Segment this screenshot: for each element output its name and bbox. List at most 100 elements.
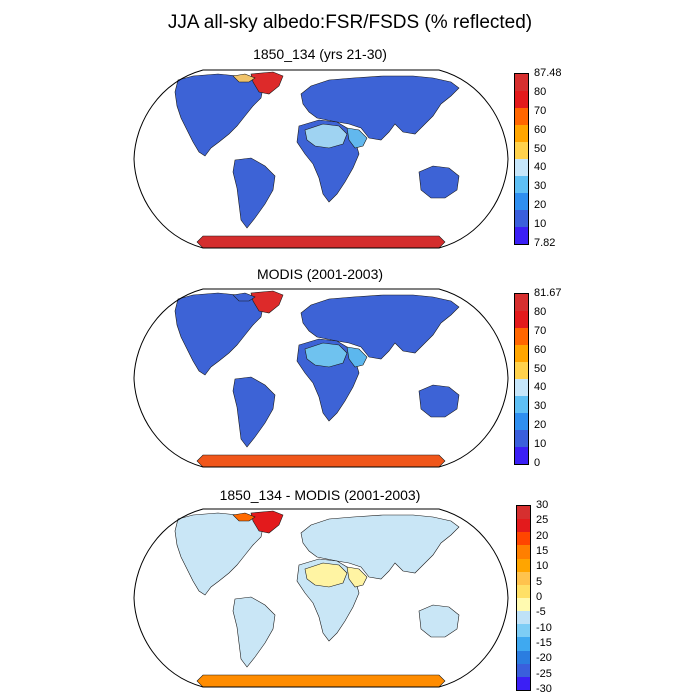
landmass-samerica (232, 596, 276, 668)
colorbar-label: 10 (536, 560, 549, 573)
colorbar-label: 50 (534, 362, 547, 375)
colorbar-segment (517, 558, 530, 572)
colorbar-label: 7.82 (534, 237, 556, 249)
colorbar-segment (515, 193, 528, 210)
colorbar-segment (515, 379, 528, 396)
colorbar-label: 70 (534, 104, 547, 117)
colorbar-gradient (514, 293, 529, 465)
colorbar-segment (517, 519, 530, 533)
colorbar-segment (515, 345, 528, 362)
colorbar-segment (515, 447, 528, 464)
colorbar-label: 0 (536, 591, 543, 603)
colorbar-label: 15 (536, 545, 549, 557)
colorbar-label: 10 (534, 438, 547, 451)
colorbar-segment (515, 142, 528, 159)
colorbar-segment (515, 108, 528, 125)
map-obs (133, 288, 509, 468)
landmass-antarctica (196, 674, 446, 688)
panel-title-obs: MODIS (2001-2003) (256, 266, 384, 282)
colorbar-segment (515, 430, 528, 447)
landmass-arabia (346, 346, 368, 368)
landmass-australia (418, 384, 460, 418)
landmass-arabia (346, 566, 368, 588)
colorbar-label: -20 (536, 652, 552, 665)
colorbar-label: 20 (534, 199, 547, 212)
colorbar-label: 40 (534, 381, 547, 394)
colorbar-segment (517, 597, 530, 612)
colorbar-segment (517, 611, 530, 625)
landmass-samerica (232, 157, 276, 229)
map-outline (133, 69, 509, 249)
colorbar-segment (515, 159, 528, 176)
colorbar-segment (517, 624, 530, 638)
colorbar-label: -15 (536, 637, 552, 649)
colorbar-segment (517, 663, 530, 677)
landmass-sahara (304, 342, 348, 368)
colorbar-label: 30 (536, 499, 549, 511)
colorbar-label: 30 (534, 180, 547, 193)
colorbar-segment (515, 413, 528, 430)
map-diff (133, 508, 509, 688)
landmass-eurasia (300, 75, 460, 141)
colorbar-segment (515, 74, 528, 91)
colorbar-label: 70 (534, 324, 547, 337)
colorbar-obs: 81.67 80 70 60 50 40 30 20 10 0 (514, 288, 574, 469)
map-outline (133, 508, 509, 688)
colorbar-label: 60 (534, 123, 547, 136)
colorbar-label: 10 (534, 218, 547, 231)
colorbar-label: 80 (534, 85, 547, 98)
landmass-australia (418, 165, 460, 199)
colorbar-segment (515, 396, 528, 413)
colorbar-segment (515, 210, 528, 227)
colorbar-segment (515, 176, 528, 193)
landmass-greenland (250, 71, 284, 95)
colorbar-segment (515, 227, 528, 244)
colorbar-label: -25 (536, 667, 552, 680)
landmass-eurasia (300, 294, 460, 360)
map-model (133, 69, 509, 249)
landmass-sahara (304, 123, 348, 149)
landmass-arctic (232, 73, 256, 83)
landmass-greenland (250, 510, 284, 534)
landmass-greenland (250, 290, 284, 314)
landmass-arctic (232, 512, 256, 522)
landmass-arctic (232, 292, 256, 302)
colorbar-label: 0 (534, 457, 541, 469)
landmass-arabia (346, 127, 368, 149)
colorbar-label: 25 (536, 514, 549, 527)
colorbar-segment (515, 125, 528, 142)
colorbar-gradient (514, 73, 529, 245)
colorbar-segment (517, 506, 530, 520)
colorbar-diff: 30 25 20 15 10 5 0 -5 -10 -15 -20 -25 -30 (516, 500, 576, 695)
panel-title-model: 1850_134 (yrs 21-30) (253, 46, 387, 62)
colorbar-label: -5 (536, 606, 546, 619)
panel-title-diff: 1850_134 - MODIS (2001-2003) (219, 487, 421, 503)
map-outline (133, 288, 509, 468)
colorbar-segment (515, 294, 528, 311)
colorbar-segment (517, 545, 530, 559)
colorbar-label: 50 (534, 142, 547, 155)
colorbar-label: 87.48 (534, 67, 562, 79)
colorbar-label: 81.67 (534, 287, 562, 299)
landmass-sahara (304, 562, 348, 588)
colorbar-segment (515, 362, 528, 379)
colorbar-segment (515, 91, 528, 108)
colorbar-label: 60 (534, 343, 547, 356)
landmass-antarctica (196, 454, 446, 468)
colorbar-segment (517, 637, 530, 651)
landmass-eurasia (300, 514, 460, 580)
colorbar-label: -10 (536, 621, 552, 634)
colorbar-label: 30 (534, 400, 547, 413)
colorbar-segment (517, 584, 530, 598)
colorbar-segment (517, 532, 530, 546)
colorbar-label: -30 (536, 683, 552, 695)
colorbar-segment (517, 650, 530, 664)
colorbar-label: 20 (534, 419, 547, 432)
colorbar-gradient (516, 505, 531, 691)
landmass-australia (418, 604, 460, 638)
colorbar-label: 5 (536, 575, 543, 588)
colorbar-segment (517, 571, 530, 585)
colorbar-label: 20 (536, 529, 549, 542)
colorbar-segment (515, 311, 528, 328)
colorbar-segment (517, 676, 530, 690)
